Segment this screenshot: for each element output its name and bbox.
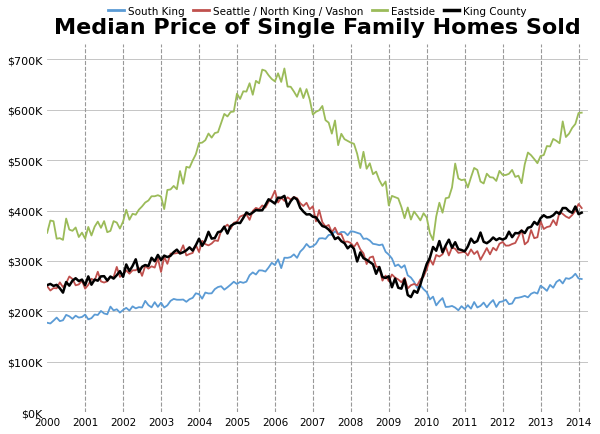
Title: Median Price of Single Family Homes Sold: Median Price of Single Family Homes Sold	[54, 18, 581, 38]
Legend: South King, Seattle / North King / Vashon, Eastside, King County: South King, Seattle / North King / Vasho…	[104, 3, 531, 21]
